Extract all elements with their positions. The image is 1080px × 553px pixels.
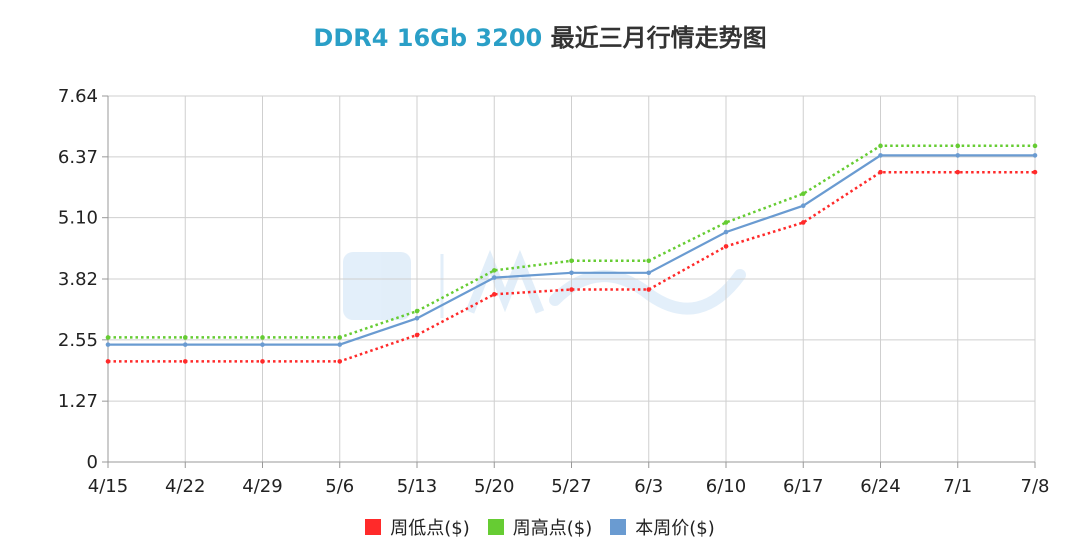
data-point (337, 335, 343, 340)
x-tick-label: 6/3 (634, 476, 663, 497)
y-tick-label: 0 (87, 452, 98, 473)
data-point (646, 270, 652, 276)
chart-title: DDR4 16Gb 3200 最近三月行情走势图 (0, 18, 1080, 53)
y-tick-label: 2.55 (58, 330, 98, 351)
data-point (491, 292, 497, 297)
data-point (878, 153, 883, 158)
data-point (414, 315, 420, 321)
data-point (646, 287, 652, 292)
chart-legend: 周低点($) 周高点($) 本周价($) (0, 514, 1080, 540)
legend-swatch (365, 519, 382, 535)
legend-swatch (487, 519, 504, 535)
data-point (878, 169, 883, 175)
x-tick-label: 5/20 (474, 476, 514, 497)
series-3 (105, 153, 1038, 347)
data-point (182, 342, 188, 347)
legend-swatch (610, 519, 627, 535)
y-tick-label: 6.37 (58, 147, 98, 168)
series-1 (105, 169, 1038, 364)
data-point (105, 342, 111, 347)
data-point (337, 342, 343, 347)
x-tick-label: 5/13 (397, 476, 437, 497)
y-tick-label: 7.64 (58, 86, 98, 107)
watermark-logo (343, 249, 746, 320)
chart-title-text: 最近三月行情走势图 (550, 24, 767, 52)
data-point (569, 270, 574, 276)
data-point (800, 203, 806, 209)
legend-label: 本周价($) (635, 518, 715, 539)
data-point (1032, 169, 1038, 175)
legend-label: 周高点($) (512, 518, 593, 539)
data-point (1032, 153, 1038, 158)
x-tick-label: 4/22 (165, 476, 205, 497)
data-point (182, 359, 188, 364)
x-tick-label: 5/27 (551, 476, 591, 497)
data-point (491, 268, 497, 273)
x-tick-label: 6/24 (860, 476, 900, 497)
data-point (800, 191, 806, 197)
data-point (646, 258, 652, 264)
data-point (260, 335, 265, 340)
x-tick-label: 4/15 (88, 476, 128, 497)
legend-label: 周低点($) (390, 518, 470, 539)
y-tick-label: 5.10 (58, 208, 98, 229)
data-point (800, 220, 806, 225)
x-tick-label: 6/10 (706, 476, 746, 497)
data-point (569, 287, 574, 292)
data-point (414, 308, 420, 314)
series-2 (105, 143, 1038, 340)
data-point (182, 335, 188, 340)
data-point (260, 342, 265, 347)
data-point (337, 359, 343, 364)
legend-item: 周低点($) (365, 514, 470, 540)
legend-item: 本周价($) (610, 514, 715, 540)
data-point (491, 275, 497, 280)
data-point (105, 335, 111, 340)
data-point (1032, 143, 1038, 149)
y-tick-label: 3.82 (58, 269, 98, 290)
x-tick-label: 7/8 (1021, 476, 1050, 497)
data-point (878, 143, 883, 149)
x-tick-label: 5/6 (325, 476, 354, 497)
data-point (105, 359, 111, 364)
data-point (955, 153, 961, 158)
data-point (414, 332, 420, 338)
data-point (569, 258, 574, 264)
data-point (955, 143, 961, 149)
data-point (723, 220, 729, 225)
chart-title-product: DDR4 16Gb 3200 (313, 24, 543, 52)
x-tick-label: 4/29 (242, 476, 282, 497)
y-tick-label: 1.27 (58, 391, 98, 412)
data-point (955, 169, 961, 175)
data-point (260, 359, 265, 364)
data-point (723, 229, 729, 235)
data-point (723, 244, 729, 249)
legend-item: 周高点($) (487, 514, 593, 540)
x-tick-label: 6/17 (783, 476, 823, 497)
x-tick-label: 7/1 (943, 476, 972, 497)
